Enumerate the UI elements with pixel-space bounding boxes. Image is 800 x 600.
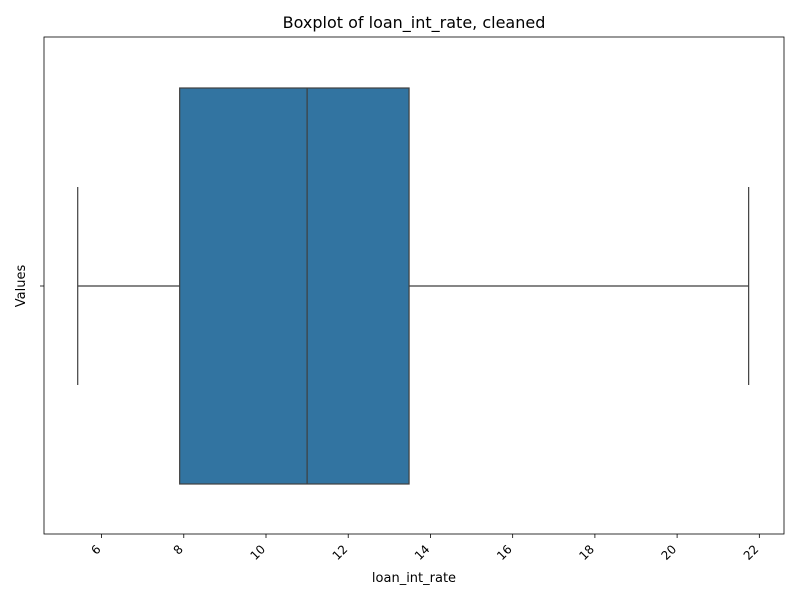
x-tick-label: 16 (494, 542, 515, 563)
x-tick-label: 6 (88, 542, 103, 557)
iqr-box (179, 87, 410, 485)
chart-title: Boxplot of loan_int_rate, cleaned (283, 13, 546, 33)
x-tick-label: 14 (412, 542, 433, 563)
x-tick-label: 20 (659, 542, 680, 563)
x-tick-label: 22 (741, 542, 762, 563)
x-axis: 6 8 10 12 14 16 18 20 22 (88, 534, 761, 563)
x-tick-label: 12 (330, 542, 351, 563)
box-marks (77, 87, 750, 485)
plot-area-frame (43, 36, 785, 535)
x-tick-label: 8 (171, 542, 186, 557)
x-tick-label: 10 (247, 542, 268, 563)
y-axis-label: Values (14, 265, 29, 308)
x-tick-label: 18 (576, 542, 597, 563)
x-axis-label: loan_int_rate (372, 571, 456, 586)
